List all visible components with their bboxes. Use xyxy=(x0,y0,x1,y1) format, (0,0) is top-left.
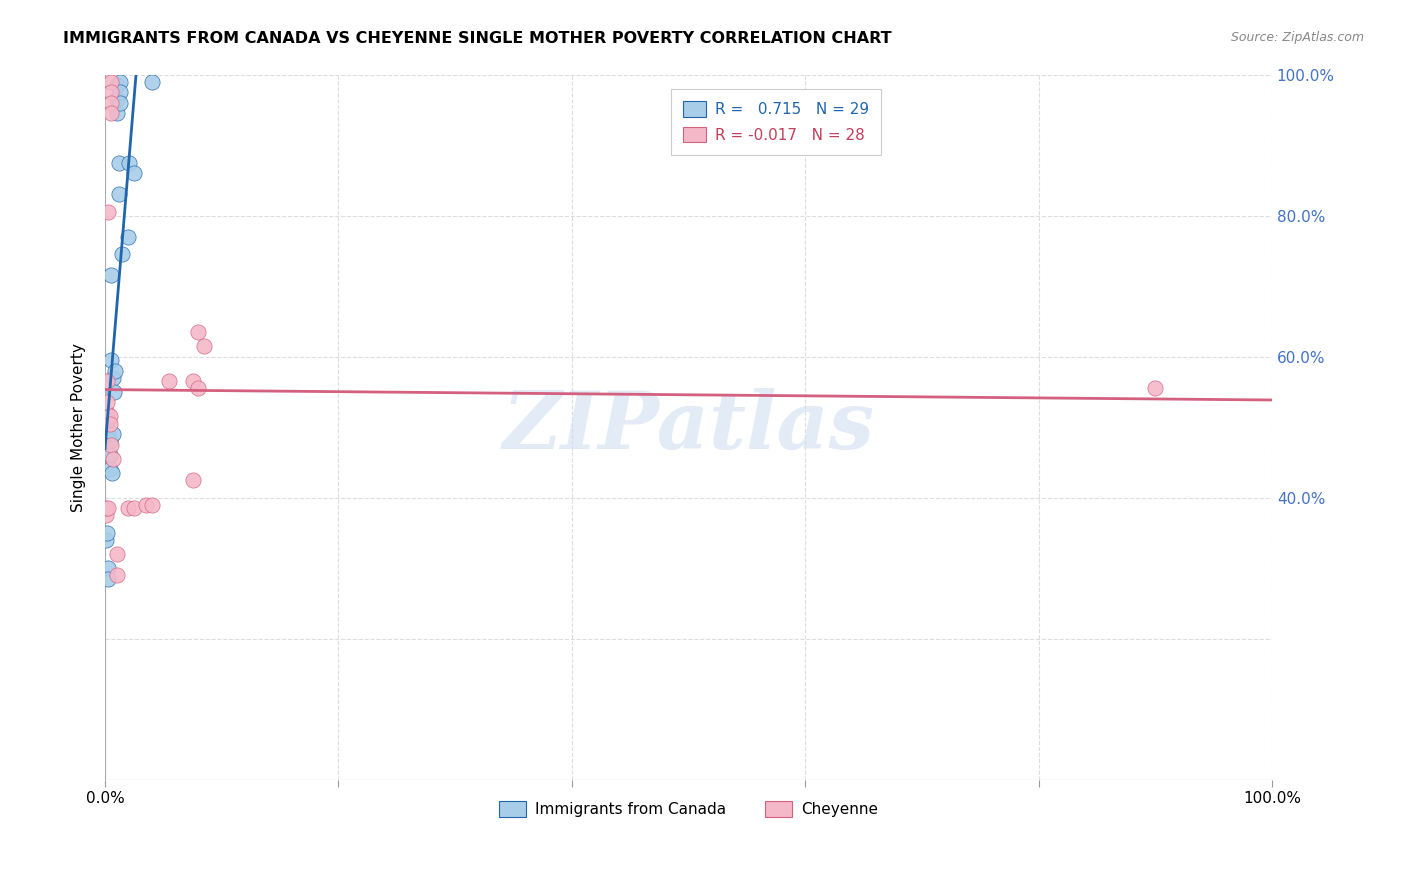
Point xyxy=(97,205,120,219)
Text: ZIPatlas: ZIPatlas xyxy=(502,388,875,466)
Point xyxy=(141,498,163,512)
Point xyxy=(108,74,131,88)
Point xyxy=(122,166,145,180)
Point xyxy=(96,374,118,388)
Point xyxy=(101,451,124,466)
Point xyxy=(96,525,118,540)
Point xyxy=(100,85,122,99)
Point xyxy=(187,325,209,339)
Point xyxy=(105,568,128,582)
Point xyxy=(187,381,209,395)
Point xyxy=(98,417,121,431)
Point xyxy=(105,92,128,106)
Point xyxy=(101,466,124,480)
Point xyxy=(100,74,122,88)
Point xyxy=(100,106,122,120)
Point xyxy=(181,374,204,388)
Point xyxy=(181,473,204,487)
Point xyxy=(117,229,139,244)
Point xyxy=(105,78,128,92)
Point xyxy=(118,155,141,169)
Point xyxy=(105,547,128,561)
Point xyxy=(105,106,128,120)
Point xyxy=(96,508,118,523)
Point xyxy=(98,448,121,462)
Point xyxy=(100,95,122,110)
Point xyxy=(96,533,118,547)
Point xyxy=(96,501,118,516)
Point xyxy=(141,74,163,88)
Text: Source: ZipAtlas.com: Source: ZipAtlas.com xyxy=(1230,31,1364,45)
Point xyxy=(101,427,124,442)
Point xyxy=(98,434,121,449)
Point xyxy=(1144,381,1167,395)
Point xyxy=(100,353,122,368)
Point xyxy=(108,187,131,202)
Point xyxy=(98,462,121,476)
Point xyxy=(97,501,120,516)
Point xyxy=(101,370,124,384)
Point xyxy=(96,395,118,409)
Point xyxy=(97,572,120,586)
Point xyxy=(108,85,131,99)
Point xyxy=(104,364,127,378)
Text: IMMIGRANTS FROM CANADA VS CHEYENNE SINGLE MOTHER POVERTY CORRELATION CHART: IMMIGRANTS FROM CANADA VS CHEYENNE SINGL… xyxy=(63,31,891,46)
Point xyxy=(111,247,134,261)
Point xyxy=(97,413,120,427)
Point xyxy=(100,268,122,283)
Y-axis label: Single Mother Poverty: Single Mother Poverty xyxy=(72,343,86,511)
Point xyxy=(100,438,122,452)
Legend: Immigrants from Canada, Cheyenne: Immigrants from Canada, Cheyenne xyxy=(491,794,886,825)
Point xyxy=(108,95,131,110)
Point xyxy=(108,155,131,169)
Point xyxy=(193,339,215,353)
Point xyxy=(135,498,157,512)
Point xyxy=(103,384,125,399)
Point xyxy=(96,406,118,420)
Point xyxy=(97,427,120,442)
Point xyxy=(117,501,139,516)
Point xyxy=(97,561,120,575)
Point xyxy=(122,501,145,516)
Point xyxy=(157,374,180,388)
Point xyxy=(98,409,121,424)
